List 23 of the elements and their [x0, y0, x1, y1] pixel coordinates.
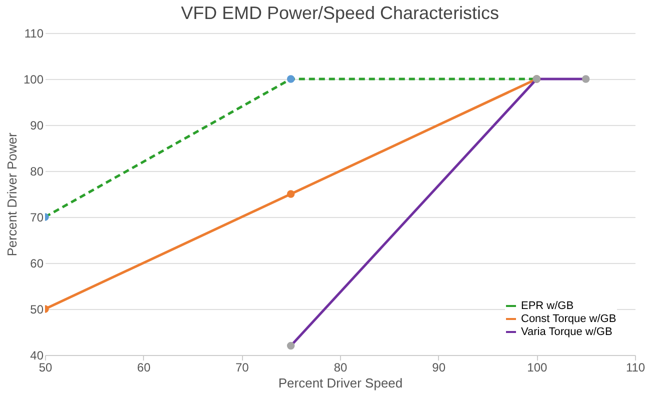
x-axis-title: Percent Driver Speed [278, 376, 403, 390]
chart-title: VFD EMD Power/Speed Characteristics [180, 3, 500, 23]
x-tick-label: 80 [334, 360, 348, 374]
y-tick-label: 50 [30, 302, 44, 316]
point [582, 75, 590, 83]
y-tick-label: 60 [30, 256, 44, 270]
y-tick-label: 90 [30, 118, 44, 132]
x-tick-label: 100 [527, 360, 548, 374]
x-tick-label: 90 [432, 360, 446, 374]
y-axis-title: Percent Driver Power [4, 132, 20, 256]
x-tick-label: 110 [626, 360, 646, 374]
x-tick-label: 50 [38, 360, 52, 374]
x-tick-label: 60 [137, 360, 151, 374]
legend-label: Varia Torque w/GB [521, 326, 612, 338]
x-tick-label: 70 [235, 360, 250, 374]
point [286, 342, 295, 350]
y-tick-label: 100 [23, 72, 44, 86]
y-tick-label: 70 [30, 210, 44, 224]
y-tick-label: 80 [30, 164, 44, 178]
legend-label: Const Torque w/GB [521, 313, 616, 325]
y-tick-label: 40 [30, 348, 44, 362]
legend-label: EPR w/GB [521, 300, 574, 312]
y-tick-label: 110 [24, 26, 44, 40]
